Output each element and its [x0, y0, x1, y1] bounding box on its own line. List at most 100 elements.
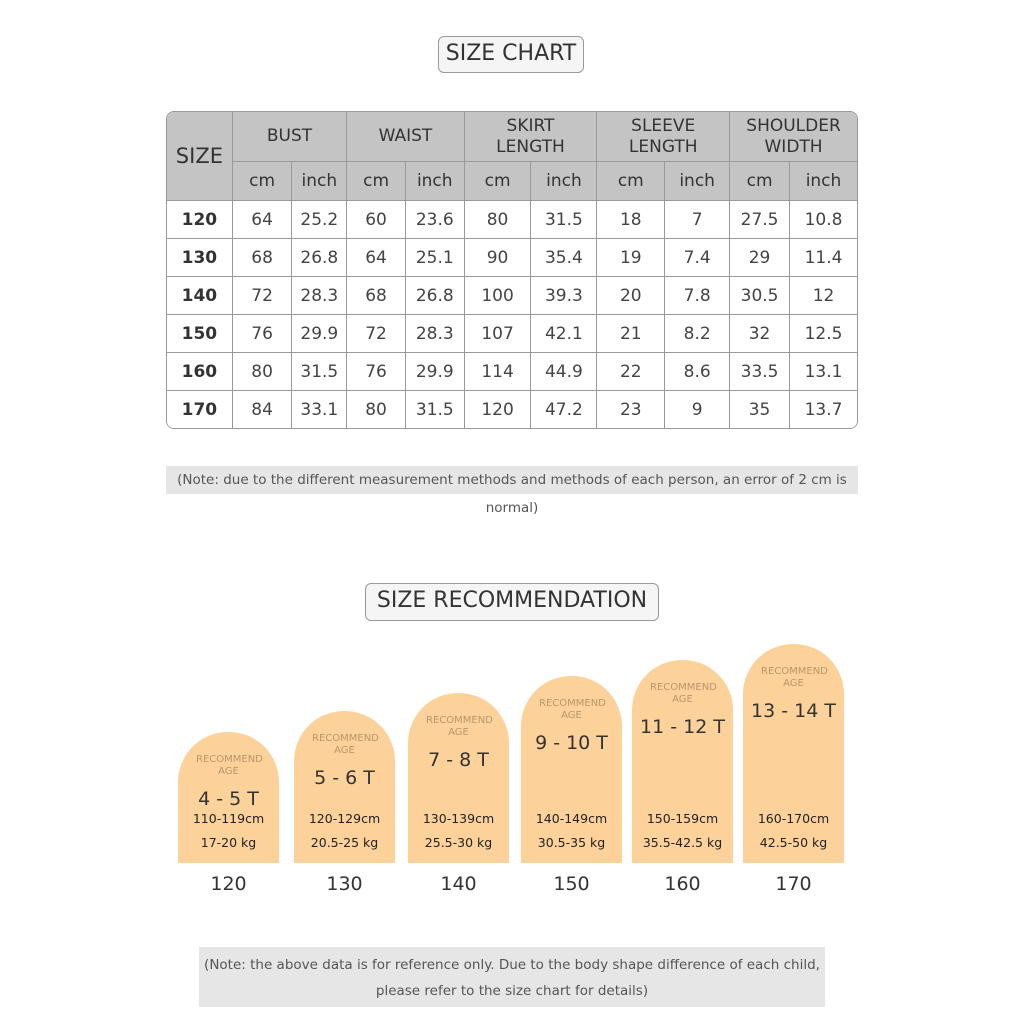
weight-range: 20.5-25 kg	[310, 835, 379, 850]
value-cell: 72	[232, 277, 293, 315]
value-cell: 8.2	[665, 315, 731, 353]
value-cell: 27.5	[730, 201, 791, 239]
note-line-1: (Note: the above data is for reference o…	[204, 957, 820, 973]
table-row: 120 64 25.2 60 23.6 80 31.5 18 7 27.5 10.8	[167, 201, 857, 239]
value-cell: 90	[464, 239, 532, 277]
value-cell: 44.9	[531, 353, 598, 391]
value-cell: 76	[347, 353, 406, 391]
value-cell: 120	[464, 391, 532, 428]
value-cell: 26.8	[405, 277, 465, 315]
size-cell: 150	[167, 315, 233, 353]
unit-cm: cm	[464, 162, 532, 201]
value-cell: 12.5	[790, 315, 857, 353]
recommendation-tile: RECOMMEND AGE 11 - 12 T 150-159cm 35.5-42…	[632, 660, 733, 863]
table-row: 160 80 31.5 76 29.9 114 44.9 22 8.6 33.5 13.1	[167, 353, 857, 391]
age-range: 4 - 5 T	[198, 788, 259, 810]
value-cell: 80	[232, 353, 293, 391]
value-cell: 35.4	[531, 239, 598, 277]
recommend-age-label: RECOMMEND AGE	[196, 754, 263, 777]
size-cell: 140	[167, 277, 233, 315]
value-cell: 76	[232, 315, 293, 353]
recommend-age-label: RECOMMEND AGE	[426, 715, 493, 738]
weight-range: 35.5-42.5 kg	[642, 835, 723, 850]
value-cell: 33.5	[730, 353, 791, 391]
value-cell: 7.8	[665, 277, 731, 315]
age-range: 7 - 8 T	[428, 749, 489, 771]
value-cell: 25.2	[292, 201, 348, 239]
value-cell: 107	[464, 315, 532, 353]
value-cell: 60	[347, 201, 406, 239]
recommend-age-label: RECOMMEND AGE	[312, 733, 379, 756]
height-weight: 130-139cm 25.5-30 kg	[408, 807, 509, 855]
header-shoulder-width: SHOULDER WIDTH	[730, 112, 857, 162]
value-cell: 20	[597, 277, 666, 315]
table-row: 140 72 28.3 68 26.8 100 39.3 20 7.8 30.5 12	[167, 277, 857, 315]
value-cell: 64	[232, 201, 293, 239]
value-cell: 19	[597, 239, 666, 277]
size-cell: 170	[167, 391, 233, 428]
recommendation-tile: RECOMMEND AGE 13 - 14 T 160-170cm 42.5-50…	[743, 644, 844, 863]
value-cell: 39.3	[531, 277, 598, 315]
unit-cm: cm	[597, 162, 666, 201]
age-range: 11 - 12 T	[640, 716, 725, 738]
unit-inch: inch	[405, 162, 465, 201]
size-chart-table: SIZE BUST WAIST SKIRT LENGTH SLEEVE LENG…	[166, 111, 858, 429]
weight-range: 42.5-50 kg	[759, 835, 828, 850]
age-range: 5 - 6 T	[314, 767, 375, 789]
header-bust: BUST	[232, 112, 348, 162]
tile-size-label: 130	[326, 873, 363, 895]
value-cell: 9	[665, 391, 731, 428]
value-cell: 80	[347, 391, 406, 428]
value-cell: 100	[464, 277, 532, 315]
header-sleeve-length: SLEEVE LENGTH	[597, 112, 731, 162]
value-cell: 7	[665, 201, 731, 239]
weight-range: 30.5-35 kg	[537, 835, 606, 850]
tile-size-label: 140	[440, 873, 477, 895]
recommendation-note: (Note: the above data is for reference o…	[199, 947, 825, 1007]
recommend-age-label: RECOMMEND AGE	[650, 682, 717, 705]
recommendation-tile: RECOMMEND AGE 9 - 10 T 140-149cm 30.5-35 …	[521, 676, 622, 863]
value-cell: 13.1	[790, 353, 857, 391]
value-cell: 80	[464, 201, 532, 239]
header-skirt-length: SKIRT LENGTH	[464, 112, 598, 162]
value-cell: 114	[464, 353, 532, 391]
note-line-2: please refer to the size chart for detai…	[375, 983, 649, 999]
age-range: 13 - 14 T	[751, 700, 836, 722]
tile-size-label: 170	[775, 873, 812, 895]
unit-inch: inch	[665, 162, 731, 201]
value-cell: 23	[597, 391, 666, 428]
value-cell: 31.5	[292, 353, 348, 391]
recommend-age-label: RECOMMEND AGE	[761, 666, 828, 689]
height-range: 140-149cm	[535, 811, 608, 826]
value-cell: 47.2	[531, 391, 598, 428]
value-cell: 7.4	[665, 239, 731, 277]
height-weight: 150-159cm 35.5-42.5 kg	[632, 807, 733, 855]
height-weight: 140-149cm 30.5-35 kg	[521, 807, 622, 855]
value-cell: 8.6	[665, 353, 731, 391]
tile-size-label: 120	[210, 873, 247, 895]
value-cell: 22	[597, 353, 666, 391]
value-cell: 29.9	[405, 353, 465, 391]
header-size: SIZE	[167, 112, 233, 201]
height-range: 110-119cm	[192, 811, 265, 826]
height-weight: 120-129cm 20.5-25 kg	[294, 807, 395, 855]
recommendation-tile: RECOMMEND AGE 4 - 5 T 110-119cm 17-20 kg	[178, 732, 279, 863]
value-cell: 18	[597, 201, 666, 239]
value-cell: 25.1	[405, 239, 465, 277]
value-cell: 28.3	[405, 315, 465, 353]
tile-size-label: 160	[664, 873, 701, 895]
weight-range: 17-20 kg	[200, 835, 257, 850]
unit-inch: inch	[531, 162, 598, 201]
value-cell: 35	[730, 391, 791, 428]
value-cell: 42.1	[531, 315, 598, 353]
weight-range: 25.5-30 kg	[424, 835, 493, 850]
unit-cm: cm	[730, 162, 791, 201]
header-waist: WAIST	[347, 112, 465, 162]
unit-cm: cm	[232, 162, 293, 201]
value-cell: 29	[730, 239, 791, 277]
size-cell: 120	[167, 201, 233, 239]
value-cell: 13.7	[790, 391, 857, 428]
value-cell: 26.8	[292, 239, 348, 277]
value-cell: 84	[232, 391, 293, 428]
